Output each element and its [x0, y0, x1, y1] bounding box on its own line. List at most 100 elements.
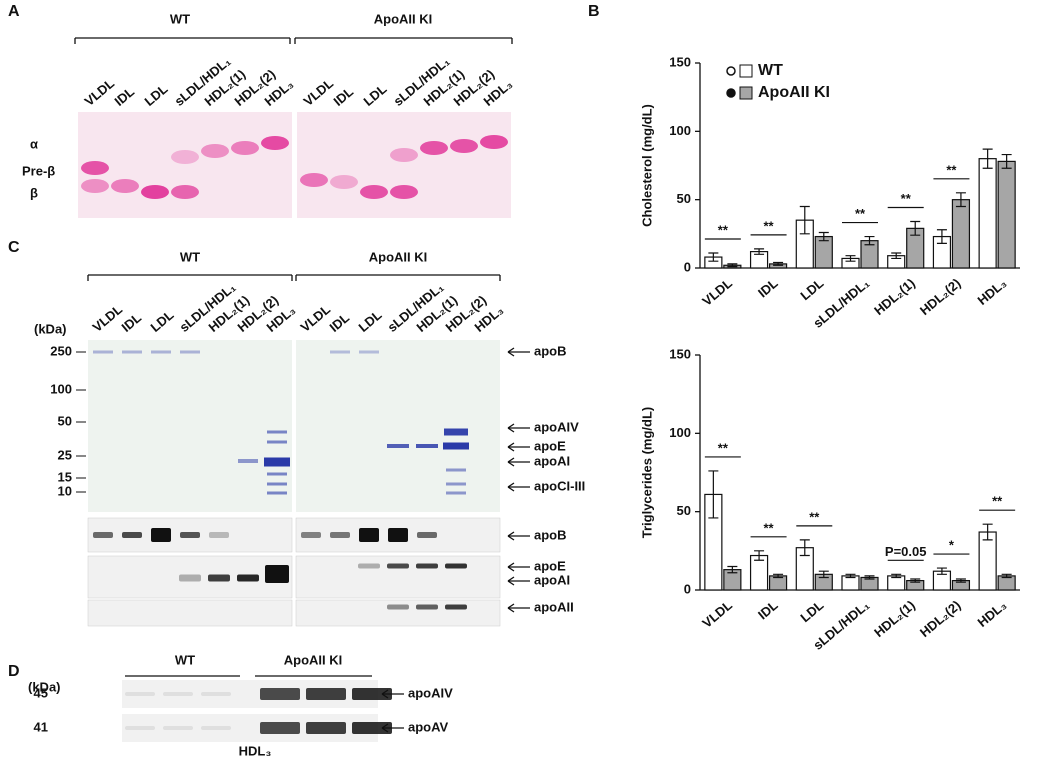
y-tick-label: 0: [684, 581, 691, 596]
bar: [997, 160, 1016, 269]
band: [111, 179, 139, 193]
arrow: [507, 446, 515, 452]
band: [446, 468, 466, 472]
error-bar: [845, 255, 856, 262]
group-label: ApoAII KI: [284, 652, 343, 667]
band: [81, 179, 109, 193]
error-bar: [799, 205, 810, 235]
x-tick-label: HDL₂(1): [871, 597, 918, 640]
error-bar: [955, 578, 966, 583]
y-tick-label: 0: [684, 259, 691, 274]
band: [267, 482, 287, 486]
x-tick-label: VLDL: [699, 275, 735, 308]
error-bar: [845, 573, 856, 579]
band: [237, 574, 259, 582]
significance-label: **: [992, 494, 1003, 509]
error-bar: [818, 231, 829, 242]
band: [260, 722, 300, 734]
error-bar: [727, 565, 738, 574]
band: [450, 139, 478, 153]
legend-marker: [726, 88, 736, 98]
arrow: [507, 580, 515, 586]
error-bar: [727, 263, 738, 268]
significance-label: **: [718, 440, 729, 455]
band-label: apoAV: [408, 719, 449, 734]
error-bar: [773, 573, 784, 579]
x-tick-label: HDL₂(2): [917, 597, 964, 640]
x-tick-label: HDL₂(2): [917, 275, 964, 318]
error-bar: [818, 570, 829, 579]
band-label: apoB: [534, 527, 567, 542]
band-label: apoE: [534, 438, 566, 453]
band: [163, 726, 193, 730]
band: [330, 350, 350, 354]
error-bar: [982, 148, 993, 169]
group-label: WT: [180, 249, 200, 264]
error-bar: [910, 578, 921, 583]
band: [81, 161, 109, 175]
band-label: apoAIV: [408, 685, 453, 700]
significance-label: *: [949, 538, 955, 553]
panel-label: B: [588, 3, 600, 20]
band: [330, 532, 350, 538]
group-label: WT: [175, 652, 195, 667]
band: [151, 528, 171, 542]
band: [416, 604, 438, 610]
band: [122, 532, 142, 538]
error-bar: [754, 550, 765, 561]
band: [445, 563, 467, 569]
error-bar: [708, 470, 719, 519]
lane-label: LDL: [360, 81, 389, 109]
lane-label: LDL: [355, 307, 384, 335]
error-bar: [891, 252, 902, 260]
legend-label: WT: [758, 62, 783, 79]
band: [390, 185, 418, 199]
arrow: [507, 603, 515, 609]
band: [446, 482, 466, 486]
band: [480, 135, 508, 149]
band: [267, 491, 287, 495]
band: [300, 173, 328, 187]
band-label: apoE: [534, 558, 566, 573]
lane-label: VLDL: [297, 302, 333, 335]
error-bar: [1001, 573, 1012, 579]
band: [306, 722, 346, 734]
blot: [295, 599, 501, 627]
band: [390, 148, 418, 162]
band: [352, 722, 392, 734]
band: [387, 563, 409, 569]
band-label: apoAI: [534, 572, 570, 587]
x-tick-label: HDL₂(1): [871, 275, 918, 318]
significance-label: **: [764, 520, 775, 535]
arrow: [507, 457, 515, 463]
band: [264, 457, 290, 467]
band-position-label: Pre-β: [22, 163, 55, 178]
error-bar: [936, 567, 947, 575]
blot: [295, 555, 501, 599]
band: [171, 185, 199, 199]
arrow: [381, 693, 389, 699]
group-label: WT: [170, 11, 190, 26]
y-tick-label: 100: [669, 123, 691, 138]
band: [238, 459, 258, 463]
error-bar: [982, 523, 993, 541]
significance-label: **: [718, 222, 729, 237]
band: [359, 350, 379, 354]
error-bar: [773, 261, 784, 266]
band: [267, 440, 287, 444]
band: [93, 532, 113, 538]
x-tick-label: VLDL: [699, 597, 735, 630]
kda-label: 45: [34, 685, 48, 700]
band: [417, 532, 437, 538]
y-tick-label: 150: [669, 346, 691, 361]
band: [179, 574, 201, 582]
band: [360, 185, 388, 199]
y-tick-label: 150: [669, 54, 691, 69]
band: [445, 604, 467, 610]
arrow: [507, 461, 515, 467]
marker-label: 15: [58, 469, 72, 484]
band: [201, 144, 229, 158]
arrow: [507, 535, 515, 541]
arrow: [507, 442, 515, 448]
